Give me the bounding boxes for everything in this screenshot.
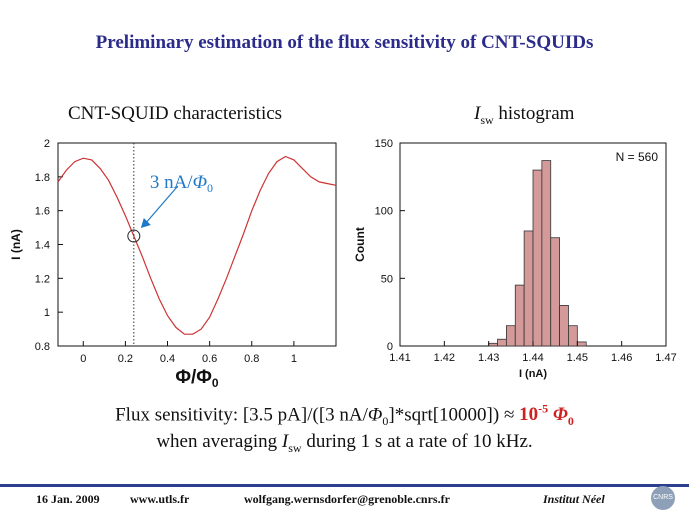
averaging-text: when averaging Isw during 1 s at a rate … [0, 431, 689, 456]
histogram-bar [505, 325, 516, 347]
left-y-tick-label: 1.8 [35, 172, 50, 184]
slope-annotation-prefix: 3 nA/ [150, 172, 193, 193]
histogram-bar [497, 338, 507, 347]
right-y-axis-label: Count [353, 227, 367, 262]
left-x-tick-label: 0 [80, 353, 86, 365]
right-y-tick-label: 50 [381, 273, 393, 285]
footer-email[interactable]: wolfgang.wernsdorfer@grenoble.cnrs.fr [244, 492, 450, 506]
left-chart: 0.811.21.41.61.820 0.2 0.4 0.6 0.8 1 3 nA/Φ0 … [9, 138, 337, 390]
avg-text-part2: during 1 s at a rate of 10 kHz. [301, 431, 533, 452]
footer-institute: Institut Néel [543, 492, 605, 506]
histogram-bar [550, 237, 561, 347]
left-chart-ticks: 0.8 1 1.2 1.4 1.6 1.8 2 0 0.2 0.4 0.6 0.8 1 [35, 138, 297, 365]
slope-annotation: 3 nA/Φ0 [150, 172, 213, 195]
flux-sensitivity-text: Flux sensitivity: [3.5 pA]/([3 nA/Φ0]*sq… [0, 402, 689, 429]
flux-phi-sub: 0 [382, 414, 389, 429]
flux-result-phi: Φ [552, 404, 568, 426]
right-x-axis-label: I (nA) [519, 368, 547, 380]
right-x-tick-label: 1.46 [611, 352, 632, 364]
flux-text-part2: ]*sqrt[10000]) ≈ [388, 404, 520, 426]
slope-annotation-phi: Φ [193, 172, 207, 193]
flux-result-base: 10 [519, 404, 539, 426]
flux-result: 10-5 Φ0 [519, 402, 574, 429]
sample-count-label: N = 560 [616, 150, 659, 164]
right-x-tick-label: 1.47 [655, 352, 676, 364]
flux-phi: Φ [367, 404, 383, 426]
operating-point-marker [127, 229, 141, 243]
left-y-tick-label: 0.8 [35, 341, 50, 353]
left-y-tick-label: 1.4 [35, 240, 50, 252]
histogram-bar [541, 160, 552, 347]
histogram-bar [532, 169, 543, 347]
left-x-label-phi: Φ/Φ [175, 367, 212, 388]
annotation-arrow [145, 185, 179, 224]
right-chart-ticks: 0 50 100 150 1.41 1.42 1.43 1.44 1.45 1.46 1.47 [375, 138, 677, 364]
footer-date: 16 Jan. 2009 [36, 492, 100, 506]
right-title-suffix: histogram [493, 103, 575, 124]
right-y-tick-label: 150 [375, 138, 393, 150]
left-chart-title: CNT-SQUID characteristics [68, 103, 283, 124]
right-title-sub: sw [480, 112, 494, 127]
left-x-tick-label: 0.6 [202, 353, 217, 365]
right-x-tick-label: 1.41 [389, 352, 410, 364]
left-y-tick-label: 1.2 [35, 273, 50, 285]
left-y-axis-label: I (nA) [9, 229, 23, 260]
left-x-tick-label: 0.2 [118, 353, 133, 365]
left-x-tick-label: 1 [291, 353, 297, 365]
left-y-tick-label: 2 [44, 138, 50, 150]
right-chart-title: Isw histogram [474, 103, 574, 128]
histogram-bars [488, 160, 587, 347]
left-x-label-sub: 0 [212, 376, 219, 390]
left-y-tick-label: 1 [44, 307, 50, 319]
footer-website[interactable]: www.utls.fr [130, 492, 190, 506]
histogram-bar [523, 230, 534, 347]
right-x-tick-label: 1.44 [522, 352, 543, 364]
right-x-tick-label: 1.45 [567, 352, 588, 364]
left-x-tick-label: 0.4 [160, 353, 175, 365]
right-y-tick-label: 0 [387, 341, 393, 353]
slope-annotation-sub: 0 [207, 181, 213, 195]
right-x-tick-label: 1.42 [434, 352, 455, 364]
histogram-bar [559, 304, 569, 347]
flux-result-exp: -5 [538, 402, 549, 416]
histogram-bar [568, 325, 578, 347]
right-y-tick-label: 100 [375, 206, 393, 218]
flux-text-part1: Flux sensitivity: [3.5 pA]/([3 nA/ [115, 404, 368, 426]
right-x-tick-label: 1.43 [478, 352, 499, 364]
avg-text-part1: when averaging [156, 431, 282, 452]
flux-result-sub: 0 [567, 414, 574, 429]
avg-i: I [281, 431, 289, 452]
right-chart: 0 50 100 150 1.41 1.42 1.43 1.44 1.45 1.46 1.47 N … [353, 138, 677, 380]
histogram-bar [514, 284, 525, 347]
slide-title: Preliminary estimation of the flux sensi… [95, 32, 594, 53]
left-y-tick-label: 1.6 [35, 206, 50, 218]
right-title-i: I [474, 103, 481, 124]
avg-sub: sw [288, 440, 302, 455]
left-x-tick-label: 0.8 [244, 353, 259, 365]
histogram-bar [488, 342, 498, 347]
cnrs-logo-icon: CNRS [651, 486, 675, 510]
characteristic-curve [57, 155, 337, 335]
left-x-axis-label: Φ/Φ0 [175, 367, 218, 390]
footer-divider [0, 484, 689, 487]
annotation-arrowhead [140, 218, 151, 229]
histogram-bar [576, 341, 587, 347]
